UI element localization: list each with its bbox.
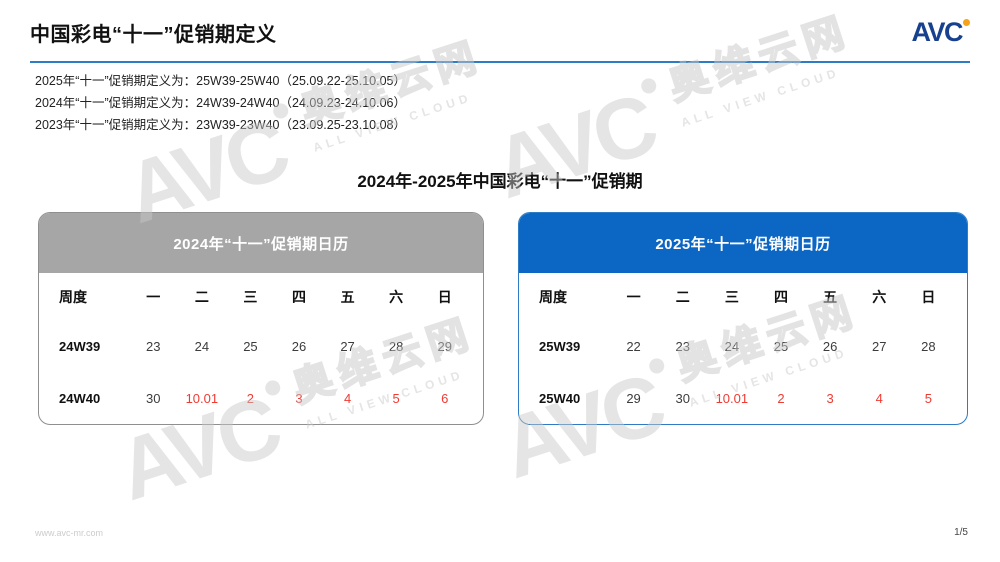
calendar-day: 25 [243, 338, 258, 354]
header-divider [30, 61, 970, 63]
calendar-day: 29 [437, 338, 452, 354]
column-header-mon: 一 [146, 288, 161, 305]
page-number: 1/5 [954, 527, 968, 538]
avc-logo-dot-icon [963, 19, 970, 26]
calendar-card-2025: 2025年“十一”促销期日历 周度 一 二 三 四 五 六 日 25W39 22… [518, 212, 968, 425]
calendar-day: 10.01 [715, 390, 749, 406]
calendar-day: 3 [826, 390, 834, 406]
section-title: 2024年-2025年中国彩电“十一”促销期 [357, 172, 643, 191]
calendar-day: 5 [924, 390, 933, 406]
column-header-wed: 三 [243, 288, 258, 305]
calendar-day: 24 [194, 338, 210, 354]
column-header-sun: 日 [921, 288, 936, 305]
calendar-day: 22 [626, 338, 641, 354]
calendar-day: 23 [675, 338, 690, 354]
slide-footer: www.avc-mr.com 1/5 [35, 527, 968, 538]
column-header-mon: 一 [626, 288, 641, 305]
calendar-2025-body: 周度 一 二 三 四 五 六 日 25W39 22 23 24 25 26 27… [519, 273, 967, 424]
calendar-2024-title: 2024年“十一”促销期日历 [39, 213, 483, 273]
calendar-day: 29 [626, 390, 641, 406]
slide-header: 中国彩电“十一”促销期定义 AVC [30, 18, 970, 47]
calendar-2025-row-25w40: 25W40 29 30 10.01 2 3 4 5 [535, 372, 953, 424]
calendar-card-2024: 2024年“十一”促销期日历 周度 一 二 三 四 五 六 日 24W39 23… [38, 212, 484, 425]
calendar-day: 10.01 [185, 390, 219, 406]
column-header-tue: 二 [194, 288, 209, 305]
week-label: 24W40 [59, 390, 101, 406]
calendar-day: 5 [392, 390, 400, 406]
week-label: 25W40 [539, 390, 581, 406]
column-header-sat: 六 [872, 288, 887, 305]
column-header-thu: 四 [773, 288, 788, 305]
calendar-day: 28 [921, 338, 936, 354]
watermark-en-text: ALL VIEW CLOUD [679, 65, 842, 130]
calendar-day: 26 [822, 338, 838, 354]
calendar-day: 30 [146, 390, 161, 406]
column-header-wed: 三 [724, 288, 739, 305]
column-header-week: 周度 [59, 288, 87, 305]
watermark-avc-text: AVC [482, 76, 665, 218]
calendar-day: 3 [295, 390, 303, 406]
calendar-2025-title: 2025年“十一”促销期日历 [519, 213, 967, 273]
column-header-fri: 五 [823, 288, 838, 305]
watermark-dot-icon [639, 76, 659, 96]
calendar-2025-row-25w39: 25W39 22 23 24 25 26 27 28 [535, 320, 953, 372]
definition-list: 2025年“十一”促销期定义为：25W39-25W40（25.09.22-25.… [35, 70, 406, 136]
avc-logo: AVC [911, 19, 970, 46]
website-text: www.avc-mr.com [35, 527, 104, 538]
calendar-day: 24 [724, 338, 740, 354]
calendar-day: 28 [388, 338, 404, 354]
calendar-2024-body: 周度 一 二 三 四 五 六 日 24W39 23 24 25 26 27 28… [39, 273, 483, 424]
calendar-2024-row-24w40: 24W40 30 10.01 2 3 4 5 6 [55, 372, 469, 424]
calendar-day: 4 [875, 390, 883, 406]
calendar-day: 25 [773, 338, 789, 354]
column-header-fri: 五 [340, 288, 355, 305]
definition-2024: 2024年“十一”促销期定义为：24W39-24W40（24.09.23-24.… [35, 96, 406, 110]
calendar-2024-column-headers: 周度 一 二 三 四 五 六 日 [55, 273, 469, 320]
avc-logo-text: AVC [911, 17, 963, 47]
watermark-cn-text: 奥维云网 [662, 8, 856, 110]
calendar-2024-row-24w39: 24W39 23 24 25 26 27 28 29 [55, 320, 469, 372]
column-header-tue: 二 [675, 288, 690, 305]
column-header-sun: 日 [437, 288, 452, 305]
column-header-sat: 六 [389, 288, 404, 305]
page-title: 中国彩电“十一”促销期定义 [30, 24, 277, 46]
calendar-day: 27 [340, 338, 355, 354]
watermark: AVC 奥维云网 ALL VIEW CLOUD [114, 33, 502, 242]
definition-2023: 2023年“十一”促销期定义为：23W39-23W40（23.09.25-23.… [35, 118, 406, 132]
week-label: 25W39 [539, 338, 581, 354]
calendar-day: 6 [441, 390, 449, 406]
calendar-day: 26 [291, 338, 307, 354]
calendar-2025-column-headers: 周度 一 二 三 四 五 六 日 [535, 273, 953, 320]
calendar-day: 27 [872, 338, 887, 354]
column-header-thu: 四 [291, 288, 306, 305]
column-header-week: 周度 [539, 288, 567, 305]
definition-2025: 2025年“十一”促销期定义为：25W39-25W40（25.09.22-25.… [35, 74, 406, 88]
calendar-day: 2 [777, 390, 785, 406]
calendar-day: 4 [343, 390, 352, 406]
week-label: 24W39 [59, 338, 101, 354]
calendar-day: 30 [675, 390, 690, 406]
calendar-day: 2 [246, 390, 255, 406]
calendar-day: 23 [146, 338, 161, 354]
